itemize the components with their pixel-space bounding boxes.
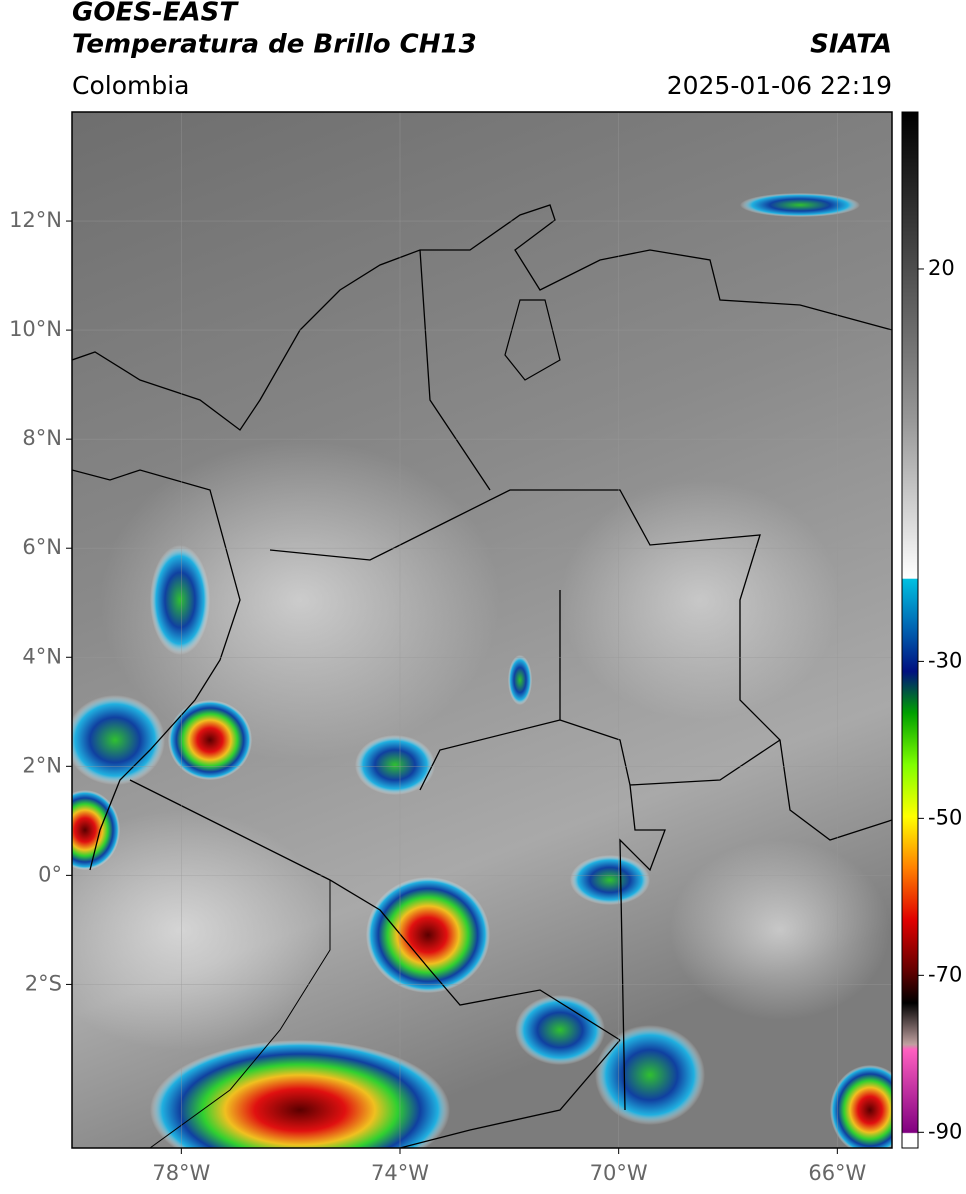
storm	[72, 790, 120, 870]
cell	[355, 735, 435, 795]
y-tick-label: 0°	[38, 862, 62, 886]
cell	[515, 995, 605, 1065]
region: Colombia	[72, 71, 189, 100]
coastline	[149, 880, 331, 1148]
storm	[830, 1065, 892, 1148]
colorbar-tick-label: -50	[928, 805, 962, 829]
axes: 78°W 74°W 70°W 66°W 12°N 10°N 8°N 6°N 4°N 2°N 0° 2°…	[9, 112, 892, 1185]
colorbar-tick-label: -70	[928, 962, 962, 986]
border	[129, 779, 621, 1148]
x-tick-label: 74°W	[371, 1161, 429, 1185]
y-tick-label: 2°N	[22, 753, 62, 777]
cloud	[560, 480, 840, 720]
lake	[504, 299, 561, 381]
cell	[595, 1025, 705, 1125]
cell	[508, 655, 532, 705]
cloud	[72, 810, 330, 1050]
y-tick-label: 4°N	[22, 644, 62, 668]
subtitle: Temperatura de Brillo CH13	[72, 30, 477, 60]
cell	[150, 545, 210, 655]
coastline	[72, 469, 241, 871]
cell	[740, 193, 860, 217]
storm	[150, 1040, 450, 1148]
cell	[570, 855, 650, 905]
cloud	[670, 840, 890, 1020]
y-tick-label: 12°N	[9, 208, 62, 232]
x-tick-label: 66°W	[808, 1161, 866, 1185]
colorbar-tick-label: -90	[928, 1119, 962, 1143]
datetime: 2025-01-06 22:19	[667, 71, 892, 100]
x-tick-label: 70°W	[590, 1161, 648, 1185]
y-tick-label: 10°N	[9, 317, 62, 341]
x-tick-label: 78°W	[152, 1161, 210, 1185]
colorbar-tick-label: 20	[928, 256, 955, 280]
map-frame	[71, 111, 893, 1149]
imagery	[72, 112, 892, 1148]
y-tick-label: 6°N	[22, 535, 62, 559]
title: GOES-EAST	[72, 0, 239, 28]
y-tick-label: 2°S	[25, 971, 62, 995]
storm	[168, 700, 252, 780]
border	[419, 249, 781, 1111]
border	[269, 489, 892, 841]
source: SIATA	[810, 30, 892, 60]
storm	[366, 877, 490, 993]
colorbar-tick-label: -30	[928, 648, 962, 672]
colorbar	[901, 111, 919, 1149]
cell	[72, 695, 165, 785]
y-tick-label: 8°N	[22, 426, 62, 450]
coastline	[72, 204, 892, 431]
